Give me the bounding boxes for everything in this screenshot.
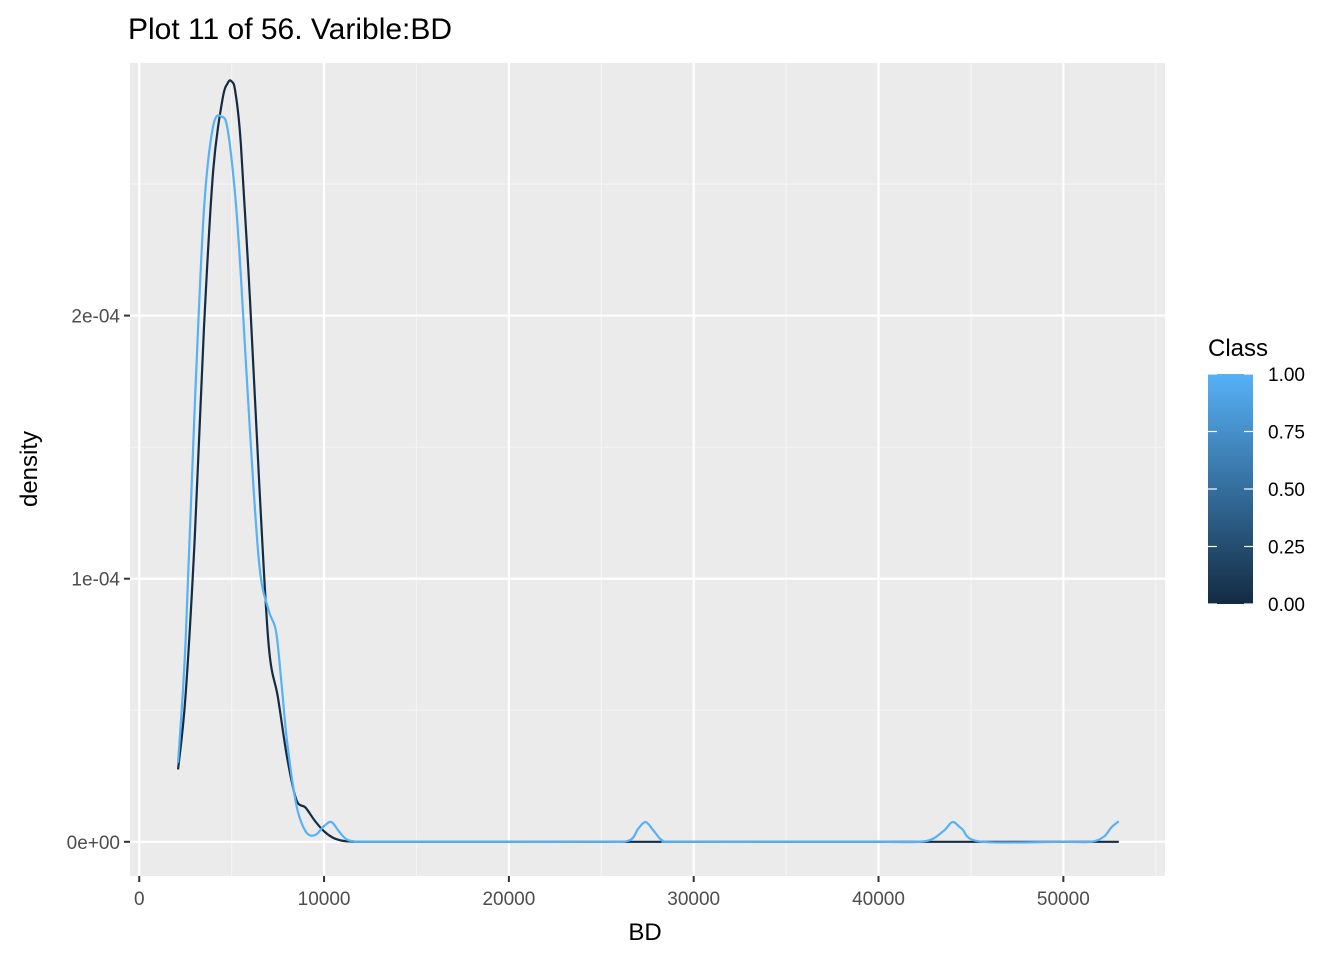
y-axis: 0e+00 1e-04 2e-04 bbox=[67, 307, 130, 854]
y-tick-label: 0e+00 bbox=[67, 833, 120, 854]
x-tick-label: 40000 bbox=[852, 889, 905, 910]
major-gridlines bbox=[130, 63, 1165, 876]
colorbar-label: 0.00 bbox=[1268, 595, 1305, 616]
x-tick-label: 10000 bbox=[298, 889, 351, 910]
x-tick-label: 50000 bbox=[1037, 889, 1090, 910]
y-tick-label: 1e-04 bbox=[71, 570, 120, 591]
y-tick-label: 2e-04 bbox=[71, 307, 120, 328]
colorbar-label: 0.25 bbox=[1268, 538, 1305, 559]
chart-title: Plot 11 of 56. Varible:BD bbox=[128, 13, 452, 46]
x-tick-label: 0 bbox=[134, 889, 145, 910]
x-tick-label: 20000 bbox=[482, 889, 535, 910]
plot-panel bbox=[130, 63, 1165, 876]
legend-title: Class bbox=[1208, 335, 1268, 362]
colorbar-label: 0.50 bbox=[1268, 480, 1305, 501]
y-axis-title: density bbox=[16, 431, 43, 507]
colorbar-label: 1.00 bbox=[1268, 365, 1305, 386]
colorbar-label: 0.75 bbox=[1268, 423, 1305, 444]
legend-colorbar: Class 0.00 0.25 0.50 0.75 1.00 bbox=[1208, 335, 1305, 616]
density-line-class-1 bbox=[176, 114, 1120, 844]
x-tick-label: 30000 bbox=[667, 889, 720, 910]
minor-gridlines bbox=[130, 63, 1165, 876]
colorbar-ticks: 0.00 0.25 0.50 0.75 1.00 bbox=[1208, 365, 1305, 616]
density-lines bbox=[176, 79, 1120, 844]
x-axis: 0 10000 20000 30000 40000 50000 bbox=[134, 876, 1090, 910]
x-axis-title: BD bbox=[628, 919, 661, 946]
